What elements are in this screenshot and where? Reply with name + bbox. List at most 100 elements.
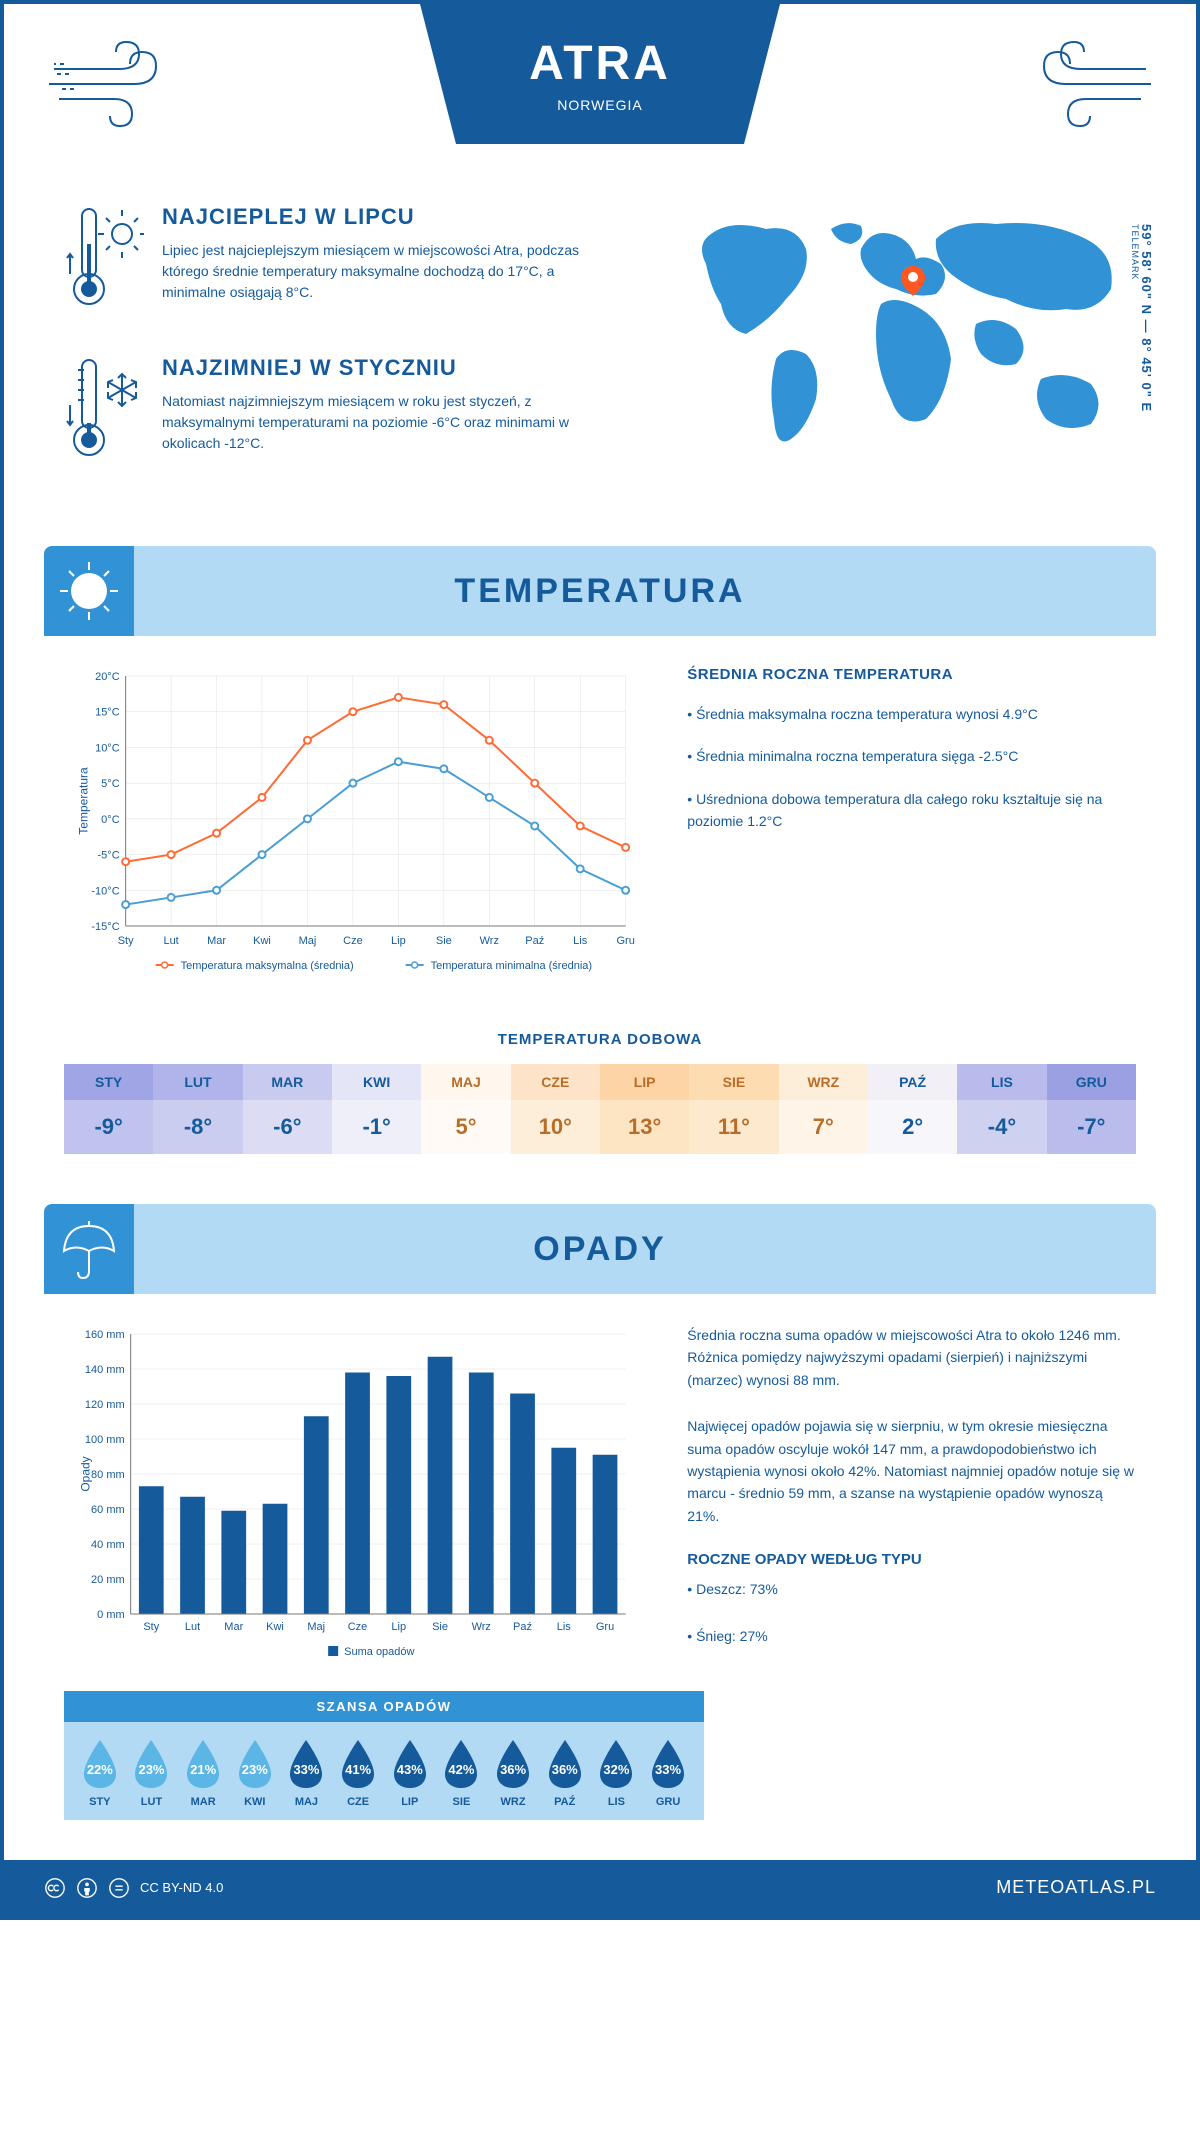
svg-text:10°C: 10°C [95,742,120,754]
chance-drop: 33%MAJ [286,1738,326,1808]
daily-temp-table: STY-9°LUT-8°MAR-6°KWI-1°MAJ5°CZE10°LIP13… [64,1064,1136,1154]
temp-info-b3: • Uśredniona dobowa temperatura dla całe… [687,788,1136,833]
umbrella-icon [44,1204,134,1294]
precip-p2: Najwięcej opadów pojawia się w sierpniu,… [687,1415,1136,1527]
svg-text:15°C: 15°C [95,707,120,719]
by-icon [76,1877,98,1899]
precip-chart: 0 mm20 mm40 mm60 mm80 mm100 mm120 mm140 … [64,1324,647,1671]
wind-icon [1016,34,1156,139]
chance-drop: 23%KWI [235,1738,275,1808]
precip-title: OPADY [134,1230,1066,1269]
warmest-text: Lipiec jest najcieplejszym miesiącem w m… [162,240,616,303]
svg-text:Lut: Lut [185,1621,200,1633]
temp-info-b1: • Średnia maksymalna roczna temperatura … [687,703,1136,725]
svg-text:-5°C: -5°C [98,850,120,862]
temperature-info: ŚREDNIA ROCZNA TEMPERATURA • Średnia mak… [687,666,1136,991]
daily-col: MAR-6° [243,1064,332,1154]
svg-text:20 mm: 20 mm [91,1574,125,1586]
warmest-block: NAJCIEPLEJ W LIPCU Lipiec jest najcieple… [64,204,616,319]
svg-text:Lis: Lis [573,935,588,947]
region-label: TELEMARK [1130,224,1140,281]
svg-text:80 mm: 80 mm [91,1469,125,1481]
svg-text:40 mm: 40 mm [91,1539,125,1551]
daily-col: CZE10° [511,1064,600,1154]
chance-drop: 36%WRZ [493,1738,533,1808]
svg-text:Sie: Sie [436,935,452,947]
coldest-block: NAJZIMNIEJ W STYCZNIU Natomiast najzimni… [64,355,616,470]
svg-text:-15°C: -15°C [91,921,119,933]
svg-text:5°C: 5°C [101,778,120,790]
svg-text:0°C: 0°C [101,814,120,826]
precip-p1: Średnia roczna suma opadów w miejscowośc… [687,1324,1136,1391]
svg-text:120 mm: 120 mm [85,1399,125,1411]
precip-info: Średnia roczna suma opadów w miejscowośc… [687,1324,1136,1671]
svg-text:Temperatura: Temperatura [77,767,91,835]
nd-icon [108,1877,130,1899]
svg-text:Kwi: Kwi [253,935,271,947]
precip-snow: • Śnieg: 27% [687,1625,1136,1647]
map-block: 59° 58' 60" N — 8° 45' 0" E TELEMARK [676,204,1136,506]
site-name: METEOATLAS.PL [996,1877,1156,1898]
svg-text:Sty: Sty [118,935,134,947]
svg-text:140 mm: 140 mm [85,1364,125,1376]
svg-text:160 mm: 160 mm [85,1329,125,1341]
chance-drop: 43%LIP [390,1738,430,1808]
temperature-title: TEMPERATURA [134,572,1066,611]
daily-col: LUT-8° [153,1064,242,1154]
svg-text:Cze: Cze [343,935,363,947]
daily-temp-title: TEMPERATURA DOBOWA [4,1031,1196,1048]
svg-text:Suma opadów: Suma opadów [344,1646,414,1658]
svg-text:Mar: Mar [207,935,226,947]
chance-drop: 42%SIE [441,1738,481,1808]
chance-drop: 36%PAŹ [545,1738,585,1808]
svg-text:Wrz: Wrz [480,935,499,947]
svg-text:Wrz: Wrz [472,1621,491,1633]
svg-text:Temperatura minimalna (średnia: Temperatura minimalna (średnia) [431,960,592,972]
daily-col: STY-9° [64,1064,153,1154]
precip-section-header: OPADY [44,1204,1156,1294]
chance-drop: 41%CZE [338,1738,378,1808]
svg-text:Maj: Maj [307,1621,325,1633]
svg-text:Mar: Mar [224,1621,243,1633]
svg-text:100 mm: 100 mm [85,1434,125,1446]
license-text: CC BY-ND 4.0 [140,1880,223,1895]
svg-text:Paź: Paź [525,935,544,947]
svg-text:Temperatura maksymalna (średni: Temperatura maksymalna (średnia) [181,960,354,972]
cc-icon [44,1877,66,1899]
svg-text:Sty: Sty [143,1621,159,1633]
svg-text:Lut: Lut [163,935,178,947]
precip-rain: • Deszcz: 73% [687,1578,1136,1600]
daily-col: SIE11° [689,1064,778,1154]
svg-text:60 mm: 60 mm [91,1504,125,1516]
svg-text:Gru: Gru [616,935,634,947]
svg-text:Cze: Cze [348,1621,368,1633]
header: ATRA NORWEGIA [4,4,1196,184]
page-container: ATRA NORWEGIA NAJCIEPLEJ W LIPCU Lipiec … [0,0,1200,1920]
intro-section: NAJCIEPLEJ W LIPCU Lipiec jest najcieple… [4,184,1196,546]
daily-col: LIP13° [600,1064,689,1154]
svg-text:Lip: Lip [391,1621,406,1633]
daily-col: PAŹ2° [868,1064,957,1154]
coldest-title: NAJZIMNIEJ W STYCZNIU [162,355,616,381]
sun-icon [44,546,134,636]
thermometer-cold-icon [64,355,144,470]
footer: CC BY-ND 4.0 METEOATLAS.PL [4,1860,1196,1916]
daily-col: WRZ7° [779,1064,868,1154]
svg-text:Kwi: Kwi [266,1621,284,1633]
svg-text:Maj: Maj [299,935,317,947]
daily-col: LIS-4° [957,1064,1046,1154]
svg-text:Sie: Sie [432,1621,448,1633]
precip-type-title: ROCZNE OPADY WEDŁUG TYPU [687,1551,1136,1568]
chance-drop: 23%LUT [131,1738,171,1808]
temp-info-b2: • Średnia minimalna roczna temperatura s… [687,745,1136,767]
warmest-title: NAJCIEPLEJ W LIPCU [162,204,616,230]
daily-col: MAJ5° [421,1064,510,1154]
city-title: ATRA [529,36,671,91]
country-subtitle: NORWEGIA [557,97,643,113]
coldest-text: Natomiast najzimniejszym miesiącem w rok… [162,391,616,454]
daily-col: GRU-7° [1047,1064,1136,1154]
chance-drop: 22%STY [80,1738,120,1808]
temp-info-title: ŚREDNIA ROCZNA TEMPERATURA [687,666,1136,683]
wind-icon [44,34,184,139]
title-banner: ATRA NORWEGIA [420,4,780,144]
